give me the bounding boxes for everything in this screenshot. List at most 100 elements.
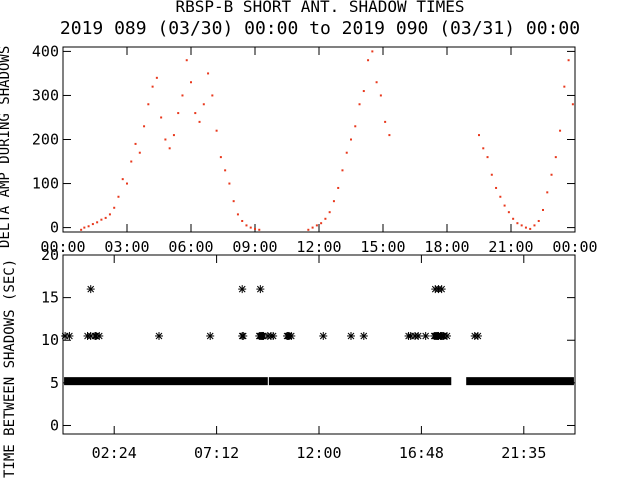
star-marker (86, 285, 95, 294)
data-point (117, 195, 120, 198)
data-point (177, 112, 180, 115)
data-point (367, 59, 370, 62)
data-point (228, 182, 231, 185)
data-point (236, 213, 239, 216)
data-point (121, 178, 124, 181)
star-marker (256, 285, 265, 294)
delta-amp-y-tick-labels: 0 100 200 300 400 (32, 42, 59, 236)
y-tick-label: 0 (50, 416, 59, 434)
y-tick-label: 10 (41, 331, 59, 349)
data-point (164, 138, 167, 141)
star-marker (287, 331, 296, 340)
x-tick-label: 21:35 (501, 444, 546, 462)
data-point (190, 81, 192, 84)
time-between-y-tick-labels: 0 5 10 15 20 (41, 246, 59, 434)
data-point (160, 116, 163, 119)
data-point (533, 224, 536, 227)
star-marker (95, 331, 104, 340)
chart-title: RBSP-B SHORT ANT. SHADOW TIMES (176, 0, 465, 16)
x-tick-label: 18:00 (424, 238, 469, 256)
data-point (546, 191, 549, 194)
data-point (495, 186, 498, 189)
x-tick-label: 15:00 (360, 238, 405, 256)
star-marker (239, 331, 248, 340)
data-point (516, 222, 519, 225)
delta-amp-x-tick-labels: 00:00 03:00 06:00 09:00 12:00 15:00 18:00 21:00… (40, 238, 597, 256)
time-between-y-axis-label: TIME BETWEEN SHADOWS (SEC) (2, 259, 18, 478)
data-point (542, 208, 544, 211)
x-tick-label: 21:00 (488, 238, 533, 256)
star-marker (206, 331, 215, 340)
data-point (168, 147, 171, 150)
star-marker (319, 331, 328, 340)
x-tick-label: 07:12 (194, 444, 239, 462)
y-tick-label: 0 (50, 219, 59, 237)
baseline-marker-band (268, 377, 452, 386)
delta-amp-y-axis-label: DELTA AMP DURING SHADOWS (0, 46, 13, 248)
data-point (478, 134, 480, 137)
data-point (241, 219, 244, 222)
data-point (249, 226, 252, 229)
x-tick-label: 16:48 (399, 444, 444, 462)
x-tick-label: 12:00 (296, 238, 341, 256)
data-point (559, 129, 562, 132)
data-point (147, 103, 150, 106)
data-point (554, 156, 557, 159)
star-marker (238, 285, 247, 294)
data-point (507, 211, 510, 214)
star-marker (473, 331, 482, 340)
data-point (320, 222, 323, 225)
time-between-panel: 0 5 10 15 20 02:24 07:12 12:00 16:48 21:35 TIME … (2, 246, 576, 478)
data-point (324, 217, 327, 220)
star-marker (359, 331, 368, 340)
data-point (337, 186, 340, 189)
data-point (341, 169, 344, 172)
data-point (375, 81, 378, 84)
data-point (254, 227, 256, 230)
data-point (315, 224, 318, 227)
data-point (571, 103, 574, 106)
data-point (379, 94, 382, 97)
data-point (520, 224, 523, 227)
data-point (185, 59, 188, 62)
data-point (215, 129, 218, 132)
delta-amp-panel: 0 100 200 300 400 00:00 03:00 06:00 09:00 12:00 1… (0, 42, 598, 256)
data-point (100, 218, 103, 221)
data-point (126, 182, 128, 185)
time-between-points (61, 285, 574, 386)
data-point (113, 206, 116, 209)
data-point (388, 134, 391, 137)
delta-amp-ticks (62, 47, 576, 232)
data-point (371, 50, 374, 53)
data-point (202, 103, 205, 106)
data-point (138, 151, 141, 154)
y-tick-label: 200 (32, 131, 59, 149)
baseline-marker-band (466, 377, 574, 386)
data-point (172, 134, 175, 137)
data-point (499, 195, 502, 198)
data-point (332, 200, 335, 203)
data-point (80, 228, 83, 231)
time-between-ticks (63, 254, 575, 434)
data-point (134, 142, 137, 145)
star-marker (269, 331, 278, 340)
x-tick-label: 02:24 (92, 444, 137, 462)
data-point (130, 160, 133, 163)
x-tick-label: 00:00 (40, 238, 85, 256)
star-marker (443, 331, 451, 340)
x-tick-label: 06:00 (168, 238, 213, 256)
delta-amp-points (80, 50, 574, 231)
data-point (550, 173, 553, 176)
data-point (219, 156, 222, 159)
x-tick-label: 09:00 (232, 238, 277, 256)
data-point (482, 147, 485, 150)
star-marker (414, 331, 423, 340)
x-tick-label: 00:00 (552, 238, 597, 256)
star-marker (347, 331, 355, 340)
data-point (490, 173, 493, 176)
data-point (108, 213, 111, 216)
data-point (486, 156, 489, 159)
data-point (328, 211, 331, 214)
data-point (181, 94, 184, 97)
